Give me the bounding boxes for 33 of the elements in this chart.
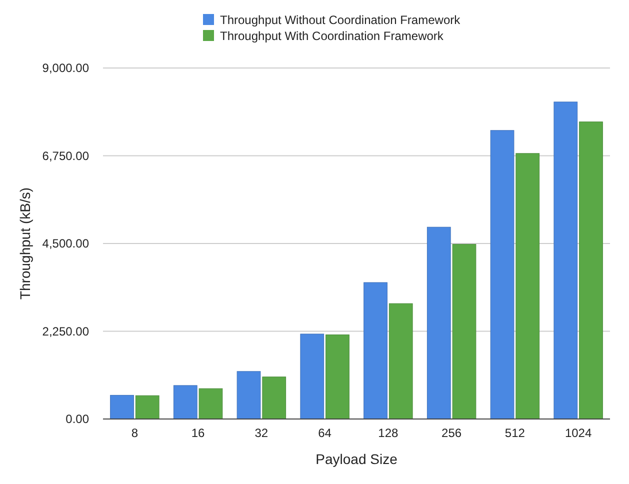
x-axis-title: Payload Size	[316, 451, 398, 467]
x-tick-label: 32	[254, 426, 268, 440]
bar	[579, 122, 603, 420]
bar	[364, 282, 388, 420]
y-tick-label: 6,750.00	[42, 148, 90, 163]
x-tick-label: 16	[191, 426, 206, 440]
x-tick-label: 1024	[564, 426, 592, 440]
bar	[426, 226, 451, 420]
x-tick-label: 128	[378, 426, 399, 440]
bar	[554, 102, 578, 420]
bar	[300, 334, 324, 420]
bar	[236, 371, 261, 420]
bar	[173, 385, 198, 420]
bar	[490, 130, 514, 420]
y-tick-label: 4,500.00	[42, 236, 90, 250]
x-tick-label: 512	[504, 426, 526, 440]
x-tick-label: 256	[442, 426, 462, 440]
bar	[326, 334, 350, 420]
bar	[110, 394, 134, 420]
bar	[198, 388, 223, 420]
bar	[262, 376, 286, 420]
bar	[516, 153, 540, 420]
y-tick-label: 9,000.00	[42, 61, 90, 75]
y-tick-label: 0.00	[66, 412, 90, 426]
x-tick-label: 8	[131, 426, 138, 440]
legend-label: Throughput With Coordination Framework	[220, 29, 444, 43]
bar	[452, 244, 476, 420]
x-tick-label: 64	[318, 426, 332, 440]
y-axis-title: Throughput (kB/s)	[17, 187, 33, 300]
bar	[135, 395, 160, 420]
legend-label: Throughput Without Coordination Framework	[220, 13, 462, 27]
bar	[388, 303, 413, 420]
y-tick-label: 2,250.00	[42, 324, 90, 338]
